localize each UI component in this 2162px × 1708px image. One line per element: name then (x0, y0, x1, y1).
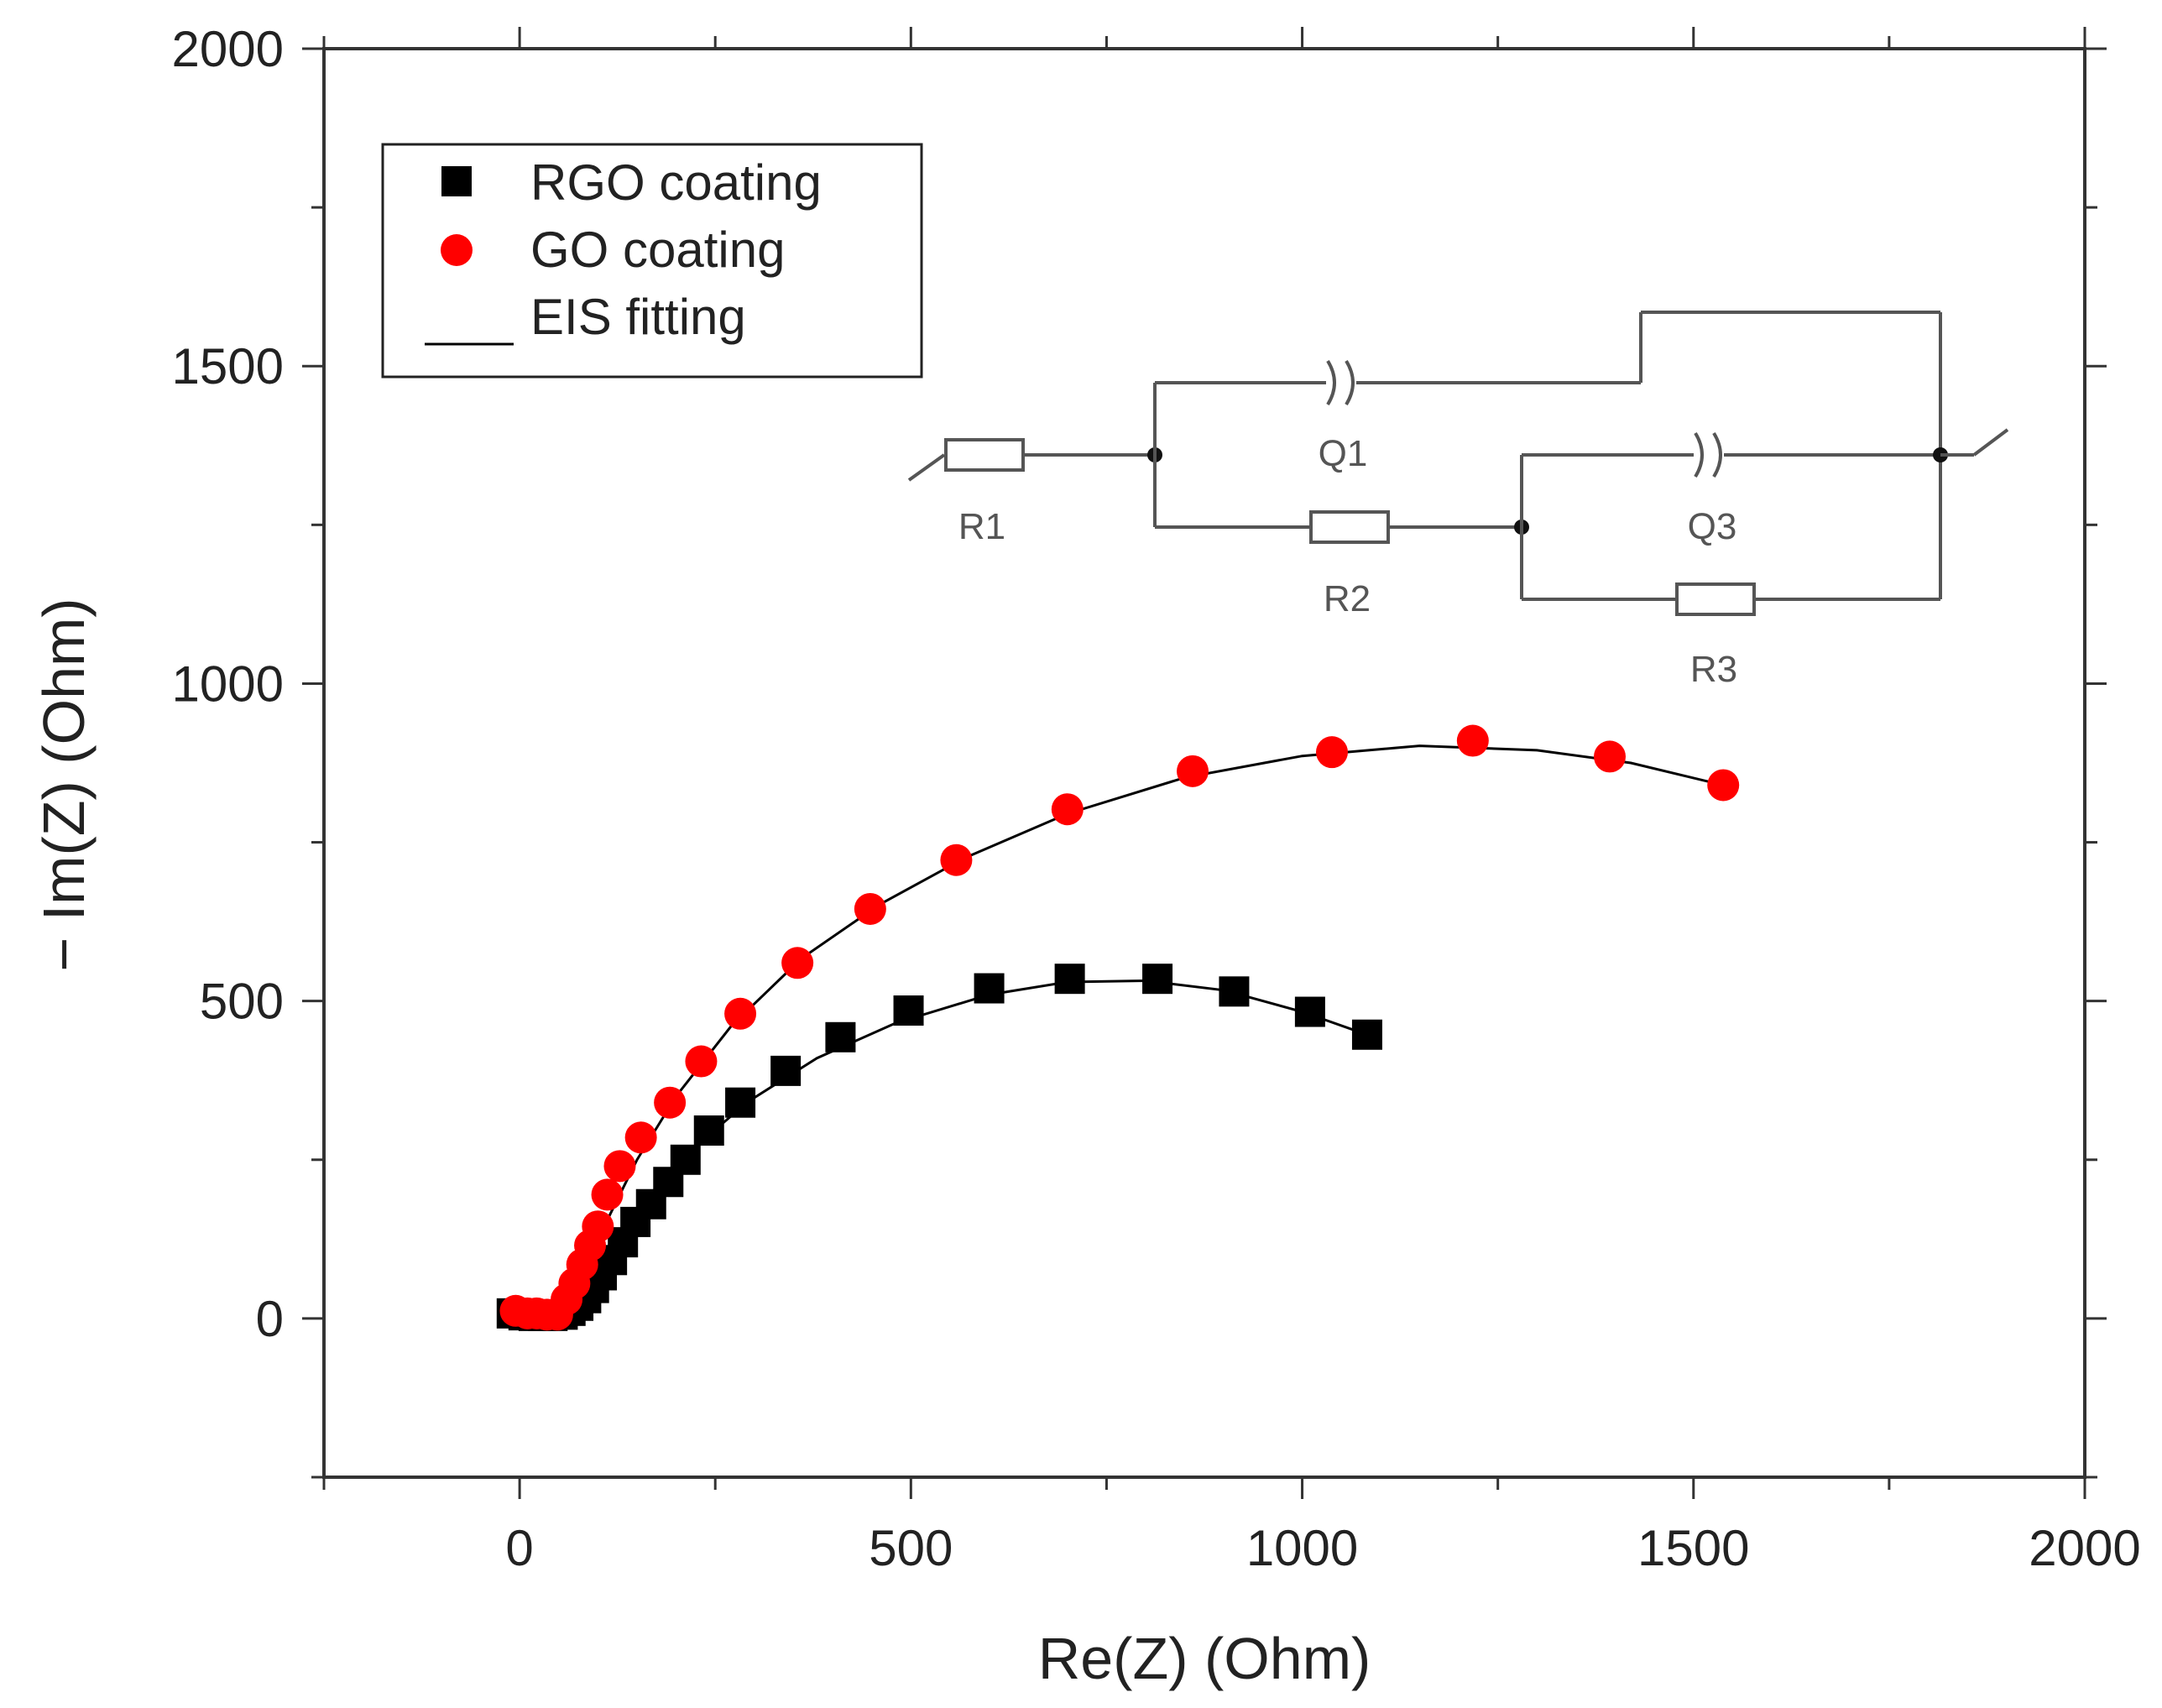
go-point (654, 1086, 687, 1119)
rgo-point (770, 1055, 802, 1086)
y-tick-label: 2000 (172, 21, 284, 77)
circuit-lead-out (1972, 428, 2009, 457)
plot-frame (322, 47, 2086, 1479)
rgo-point (1351, 1019, 1382, 1050)
go-point (1707, 769, 1740, 802)
go-point (624, 1121, 657, 1154)
y-tick-label: 500 (200, 974, 284, 1030)
legend-label-go: GO coating (530, 222, 786, 278)
go-point (603, 1150, 636, 1183)
legend-label-fit: EIS fitting (530, 289, 746, 345)
circuit-lead-in (907, 453, 946, 482)
go-point (1315, 736, 1348, 769)
equivalent-circuit-inset (907, 311, 2009, 616)
x-tick-label: 1000 (1246, 1520, 1358, 1576)
x-tick-label: 2000 (2029, 1520, 2140, 1576)
y-tick-label: 1000 (172, 656, 284, 712)
go-point (582, 1210, 614, 1243)
rgo-point (974, 973, 1005, 1004)
axis-ticks (302, 27, 2107, 1499)
go-point (1594, 740, 1627, 773)
circuit-label-r1: R1 (958, 506, 1005, 547)
resistor-r1 (944, 438, 1025, 472)
rgo-point (1219, 976, 1250, 1007)
rgo-point (725, 1087, 756, 1118)
go-point (854, 892, 886, 925)
go-point (1456, 724, 1489, 757)
circuit-label-q1: Q1 (1319, 433, 1368, 474)
rgo-point (893, 995, 924, 1026)
go-point (1177, 755, 1209, 787)
rgo-point (1142, 964, 1173, 995)
rgo-point (670, 1144, 701, 1175)
resistor-r2 (1309, 510, 1390, 544)
y-tick-label: 0 (256, 1291, 284, 1347)
circuit-labels: R1 Q1 R2 Q3 R3 (958, 433, 1737, 690)
go-point (781, 947, 814, 979)
legend-label-rgo: RGO coating (530, 154, 822, 211)
eis-fit-line (565, 744, 1724, 1318)
go-point (1051, 793, 1084, 826)
rgo-point (693, 1115, 724, 1146)
go-point (724, 997, 757, 1030)
rgo-point (825, 1021, 856, 1052)
y-tick-label: 1500 (172, 338, 284, 394)
eis-fitting-lines (561, 744, 1724, 1319)
go-point (940, 844, 973, 876)
x-tick-label: 0 (505, 1520, 533, 1576)
cpe-q3 (1694, 431, 1722, 478)
legend-box (381, 143, 923, 379)
legend-marker-rgo (441, 166, 472, 196)
circuit-label-q3: Q3 (1688, 506, 1737, 547)
x-axis-title: Re(Z) (Ohm) (1038, 1626, 1371, 1691)
x-tick-label: 1500 (1637, 1520, 1749, 1576)
circuit-label-r2: R2 (1324, 578, 1371, 619)
x-tick-label: 500 (869, 1520, 953, 1576)
resistor-r3 (1675, 582, 1756, 616)
rgo-point (1294, 996, 1325, 1027)
legend-marker-go (441, 234, 473, 266)
axis-tick-labels: 0 500 1000 1500 2000 0 500 1000 1500 2000 (172, 21, 2141, 1576)
go-point (685, 1045, 718, 1078)
y-axis-title: − Im(Z) (Ohm) (31, 598, 97, 971)
series-go-coating (499, 724, 1740, 1331)
rgo-point (1054, 964, 1085, 995)
go-point (591, 1178, 624, 1211)
circuit-label-r3: R3 (1690, 649, 1737, 690)
cpe-q1 (1326, 359, 1355, 406)
legend: RGO coating GO coating EIS fitting (381, 143, 923, 379)
